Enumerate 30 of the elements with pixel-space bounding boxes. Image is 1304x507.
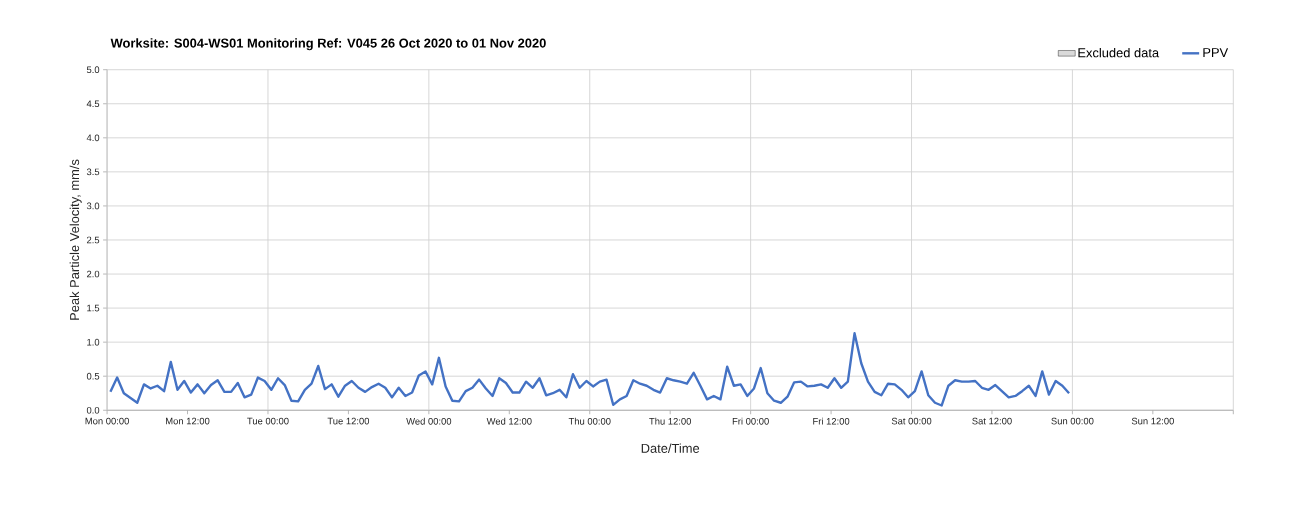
x-tick-label: Mon 12:00 [166,417,210,425]
x-tick-label: Wed 00:00 [406,417,452,425]
y-axis-title: Peak Particle Velocity, mm/s [69,159,82,320]
x-tick-label: Fri 12:00 [813,417,850,425]
x-axis-title: Date/Time [641,443,700,453]
y-tick-label: 4.0 [86,134,100,142]
y-tick-label: 0.5 [86,372,100,380]
chart-title: Worksite: S004-WS01 Monitoring Ref: V045 26 Oct 2020 to 01 Nov 2020 [110,38,546,51]
y-tick-label: 3.0 [86,202,100,210]
x-tick-label: Fri 00:00 [732,417,769,425]
x-tick-label: Sun 12:00 [1131,417,1174,425]
x-tick-label: Sun 00:00 [1051,417,1094,425]
x-tick-label: Wed 12:00 [486,417,532,425]
x-tick-label: Thu 00:00 [568,417,611,425]
x-tick-label: Sat 12:00 [972,417,1012,425]
x-tick-label: Tue 00:00 [247,417,289,425]
x-tick-label: Mon 00:00 [85,417,129,425]
y-tick-label: 5.0 [86,66,100,74]
y-tick-label: 3.5 [86,168,100,176]
y-tick-label: 1.5 [87,304,100,312]
x-tick-label: Tue 12:00 [327,417,370,425]
y-tick-label: 4.5 [86,100,100,108]
x-tick-label: Thu 12:00 [649,417,692,425]
y-tick-label: 2.0 [86,270,100,278]
x-tick-label: Sat 00:00 [891,417,932,425]
legend-label: Excluded data [1078,47,1160,58]
legend-label: PPV [1203,48,1229,58]
y-tick-label: 0.0 [86,407,100,414]
y-tick-label: 2.5 [86,236,100,244]
y-tick-label: 1.0 [87,338,100,346]
